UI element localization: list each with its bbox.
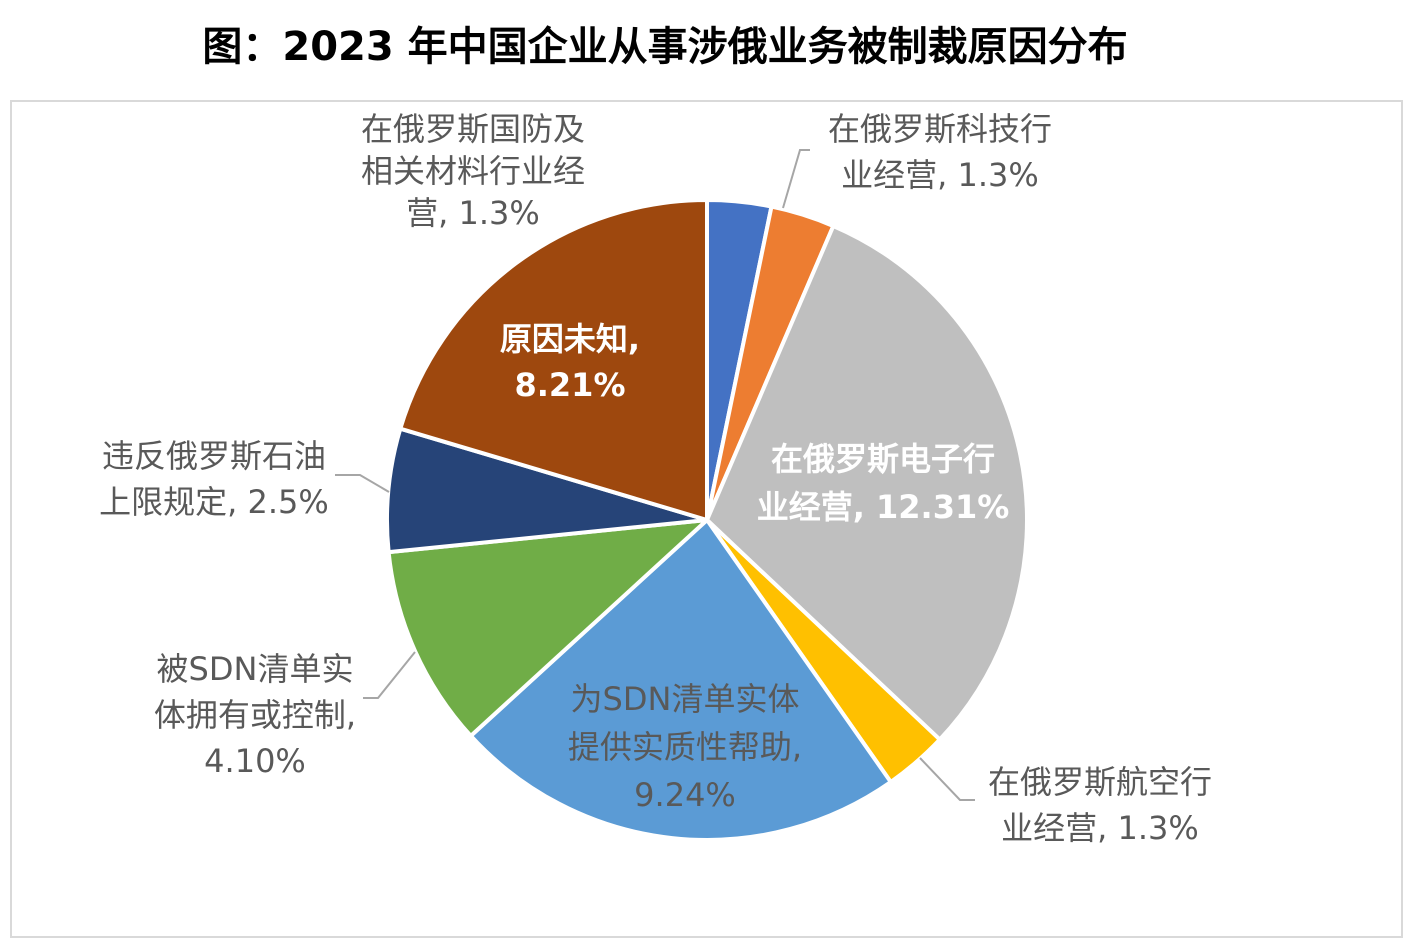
leader-line: [335, 474, 390, 493]
slice-data-label: 原因未知, 8.21%: [500, 320, 640, 404]
slice-data-label: 违反俄罗斯石油上限规定, 2.5%: [99, 437, 329, 521]
pie-slice: [468, 518, 893, 842]
leader-line: [782, 149, 810, 209]
leader-line: [363, 651, 416, 699]
pie-slice: [705, 223, 1029, 742]
pie-slice: [386, 518, 709, 738]
slice-data-label: 被SDN清单实体拥有或控制, 4.10%: [154, 650, 356, 780]
chart-area: [10, 100, 1403, 938]
slice-data-label: 在俄罗斯航空行业经营, 1.3%: [988, 763, 1212, 847]
leader-line: [919, 757, 975, 801]
pie-slice: [398, 198, 709, 522]
slice-data-label: 在俄罗斯国防及相关材料行业经营, 1.3%: [361, 110, 585, 232]
slice-data-label: 在俄罗斯科技行业经营, 1.3%: [828, 110, 1052, 194]
pie-slice: [385, 426, 709, 555]
slice-data-label: 为SDN清单实体提供实质性帮助, 9.24%: [568, 680, 802, 814]
slice-data-label: 在俄罗斯电子行业经营, 12.31%: [757, 440, 1010, 526]
chart-title: 图：2023 年中国企业从事涉俄业务被制裁原因分布: [202, 24, 1128, 70]
